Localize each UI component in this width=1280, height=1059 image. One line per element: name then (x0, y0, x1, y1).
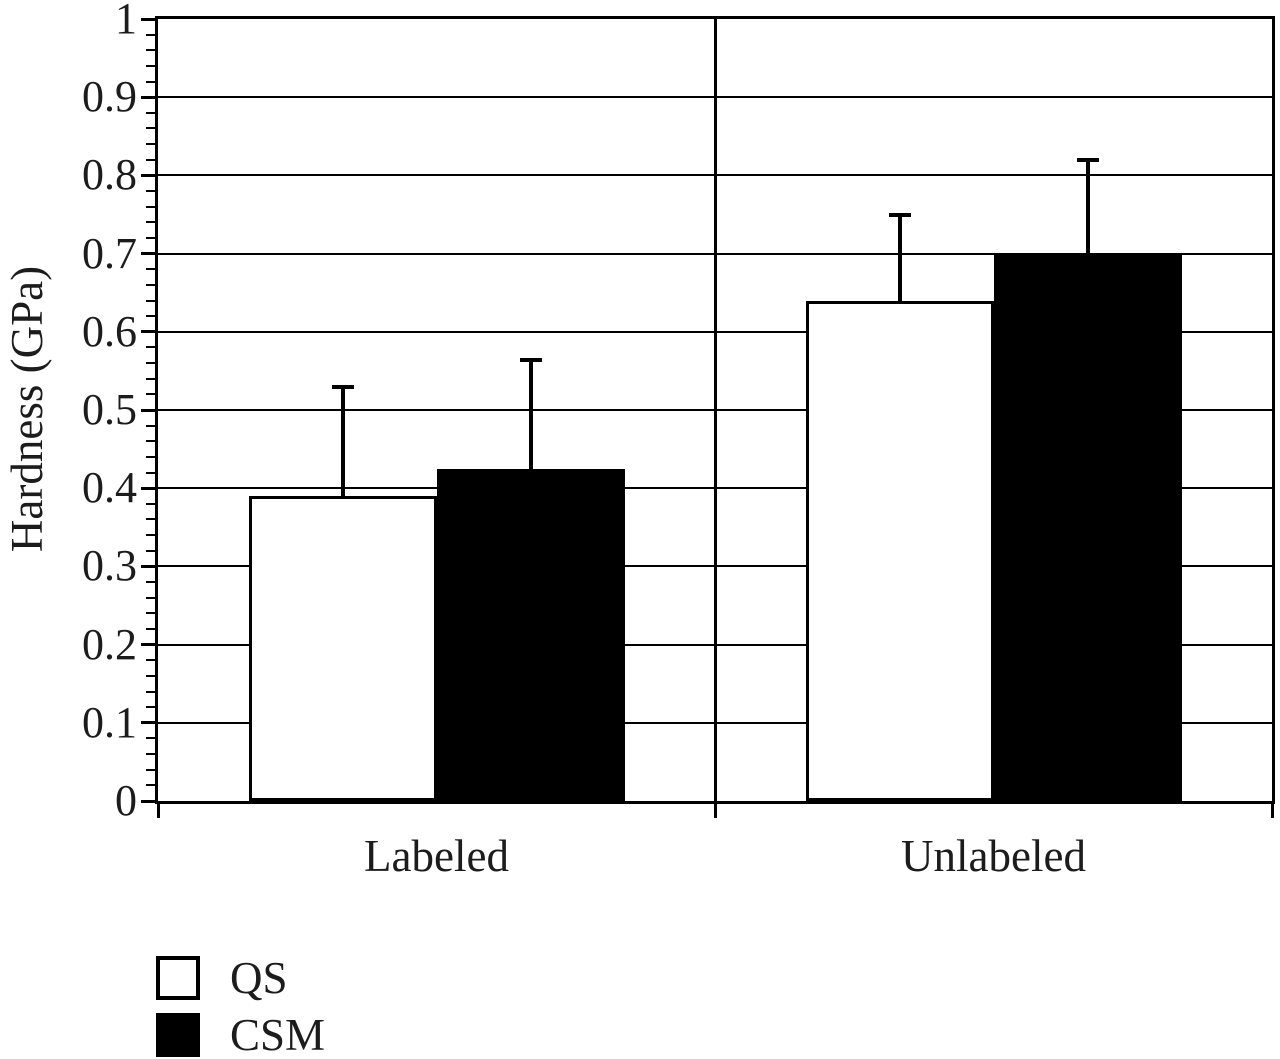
error-bar-cap (1076, 158, 1099, 163)
x-category-label: Labeled (364, 831, 509, 881)
y-minor-tick (146, 549, 155, 552)
y-major-tick (141, 564, 155, 568)
x-axis-tick (713, 801, 717, 818)
x-axis-tick (156, 801, 160, 818)
y-minor-tick (146, 768, 155, 771)
y-minor-tick (146, 377, 155, 380)
y-minor-tick (146, 236, 155, 239)
y-minor-tick (146, 205, 155, 208)
y-tick-label: 0.3 (82, 541, 137, 591)
csm-swatch (156, 1013, 200, 1057)
y-minor-tick (146, 80, 155, 83)
bar-csm-unlabeled (993, 253, 1182, 801)
y-tick-label: 0.6 (82, 306, 137, 356)
legend: QS CSM (156, 956, 325, 1059)
x-category-label: Unlabeled (901, 831, 1086, 881)
y-minor-tick (146, 659, 155, 662)
error-bar-stem (340, 386, 345, 496)
error-bar-cap (519, 357, 542, 362)
y-tick-label: 0.4 (82, 463, 137, 513)
y-major-tick (141, 799, 155, 803)
csm-legend-label: CSM (230, 1010, 326, 1059)
error-bar-stem (897, 214, 902, 301)
y-minor-tick (146, 518, 155, 521)
y-major-tick (141, 330, 155, 334)
y-tick-label: 0.2 (82, 619, 137, 669)
y-major-tick (141, 721, 155, 725)
error-bar-stem (1085, 159, 1090, 254)
y-minor-tick (146, 424, 155, 427)
error-bar-stem (528, 359, 533, 469)
y-minor-tick (146, 143, 155, 146)
y-minor-tick (146, 627, 155, 630)
qs-swatch (156, 956, 200, 1000)
y-tick-label: 1 (115, 0, 137, 43)
y-minor-tick (146, 706, 155, 709)
y-minor-tick (146, 674, 155, 677)
y-minor-tick (146, 534, 155, 537)
y-minor-tick (146, 612, 155, 615)
y-minor-tick (146, 127, 155, 130)
qs-legend-label: QS (230, 953, 288, 1003)
y-tick-label: 0.9 (82, 72, 137, 122)
panel-divider (713, 19, 717, 801)
bar-qs-unlabeled (805, 300, 994, 801)
y-tick-label: 0.1 (82, 697, 137, 747)
y-minor-tick (146, 596, 155, 599)
y-tick-label: 0.7 (82, 228, 137, 278)
legend-item-csm: CSM (156, 1010, 326, 1059)
y-minor-tick (146, 346, 155, 349)
y-minor-tick (146, 268, 155, 271)
legend-item-qs: QS (156, 953, 325, 1003)
y-minor-tick (146, 690, 155, 693)
y-minor-tick (146, 362, 155, 365)
y-tick-label: 0 (115, 776, 137, 825)
y-major-tick (141, 408, 155, 412)
y-minor-tick (146, 737, 155, 740)
error-bar-cap (331, 385, 354, 390)
y-minor-tick (146, 158, 155, 161)
y-major-tick (141, 95, 155, 99)
y-tick-label: 0.8 (82, 150, 137, 200)
y-minor-tick (146, 49, 155, 52)
y-minor-tick (146, 393, 155, 396)
y-minor-tick (146, 221, 155, 224)
y-minor-tick (146, 33, 155, 36)
bar-qs-labeled (248, 496, 437, 801)
y-minor-tick (146, 502, 155, 505)
y-minor-tick (146, 471, 155, 474)
y-minor-tick (146, 299, 155, 302)
y-axis-tick-labels: 0 0.1 0.2 0.3 0.4 0.5 0.6 0.7 0.8 0.9 1 (0, 0, 137, 1059)
y-major-tick (141, 17, 155, 21)
y-minor-tick (146, 455, 155, 458)
y-minor-tick (146, 581, 155, 584)
y-tick-label: 0.5 (82, 385, 137, 434)
y-minor-tick (146, 753, 155, 756)
error-bar-cap (888, 213, 911, 217)
y-major-tick (141, 252, 155, 256)
y-minor-tick (146, 283, 155, 286)
y-minor-tick (146, 64, 155, 67)
y-minor-tick (146, 190, 155, 193)
bar-csm-labeled (436, 468, 625, 801)
y-minor-tick (146, 784, 155, 787)
y-minor-tick (146, 111, 155, 114)
y-minor-tick (146, 315, 155, 318)
y-major-tick (141, 173, 155, 177)
y-minor-tick (146, 440, 155, 443)
x-axis-tick (1270, 801, 1274, 818)
plot-area (155, 16, 1275, 804)
y-major-tick (141, 486, 155, 490)
y-major-tick (141, 643, 155, 647)
